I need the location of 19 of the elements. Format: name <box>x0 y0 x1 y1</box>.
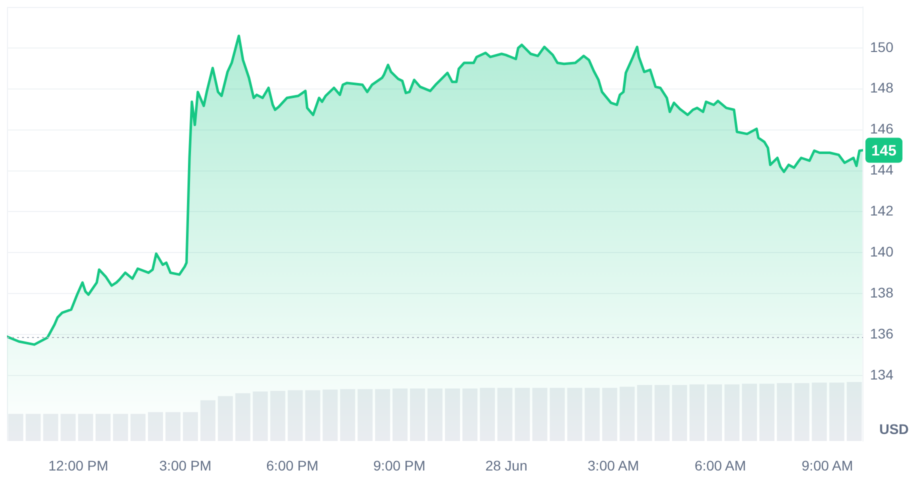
x-tick-label: 9:00 PM <box>373 457 426 474</box>
x-tick-label: 3:00 AM <box>588 457 640 474</box>
x-tick-label: 6:00 PM <box>266 457 318 474</box>
y-tick-label: 140 <box>870 244 894 260</box>
annotation: 145 <box>871 142 896 160</box>
y-tick-label: 146 <box>870 120 894 137</box>
x-tick-label: 28 Jun <box>485 457 528 474</box>
y-axis-title: USD <box>879 420 909 437</box>
y-tick-label: 136 <box>870 325 894 342</box>
y-tick-label: 148 <box>870 80 894 96</box>
x-tick-label: 9:00 AM <box>802 457 854 474</box>
y-tick-label: 142 <box>870 202 894 219</box>
x-tick-label: 3:00 PM <box>159 457 212 474</box>
y-tick-label: 134 <box>870 366 894 382</box>
y-tick-label: 144 <box>870 162 894 178</box>
y-tick-label: 138 <box>870 284 894 300</box>
x-tick-label: 6:00 AM <box>694 457 746 474</box>
y-tick-label: 150 <box>870 38 894 55</box>
x-tick-label: 12:00 PM <box>48 457 108 474</box>
